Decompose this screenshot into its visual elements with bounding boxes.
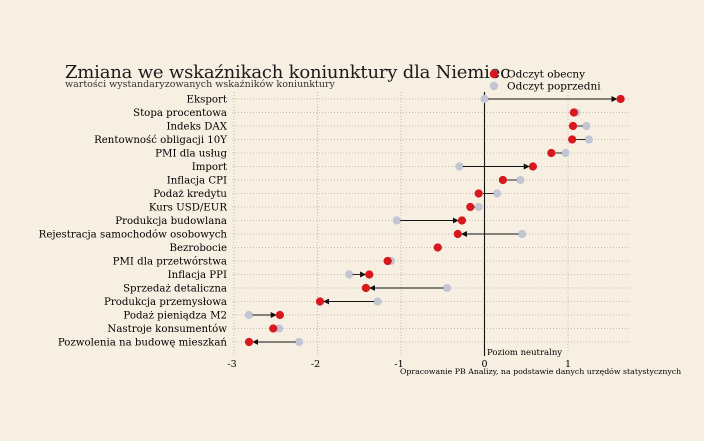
current-point [361, 283, 371, 293]
legend-current-label: Odczyt obecny [507, 69, 585, 81]
grid-lines [232, 92, 630, 356]
neutral-level-label: Poziom neutralny [487, 348, 562, 358]
previous-point [274, 324, 284, 333]
previous-point [455, 162, 464, 171]
previous-point [373, 297, 382, 306]
current-point [269, 324, 278, 333]
x-tick-label: 1 [565, 359, 571, 370]
current-point [275, 310, 285, 320]
previous-point [517, 229, 527, 239]
source-note: Opracowanie PB Analizy, na podstawie dan… [400, 367, 681, 376]
category-label: Inflacja CPI [167, 176, 227, 187]
category-label: Pozwolenia na budowę mieszkań [58, 337, 228, 349]
current-point [528, 162, 538, 171]
current-point [457, 216, 467, 225]
category-label: Produkcja budowlana [115, 216, 227, 227]
category-label: Produkcja przemysłowa [104, 297, 227, 308]
current-point [383, 256, 392, 266]
previous-point [584, 135, 593, 144]
category-label: PMI dla przetwórstwa [113, 256, 227, 268]
previous-point [295, 337, 304, 347]
previous-point [244, 310, 254, 320]
previous-point [345, 270, 354, 279]
category-label: Rejestracja samochodów osobowych [39, 229, 228, 241]
previous-point [516, 175, 525, 185]
x-tick-label: -2 [311, 359, 320, 370]
previous-point [474, 202, 483, 212]
chart-subtitle: wartości wystandaryzowanych wskaźników k… [65, 79, 335, 90]
x-tick-label: -3 [227, 359, 236, 370]
category-label: Eksport [187, 95, 228, 106]
category-label: Indeks DAX [166, 122, 227, 133]
category-label: Sprzedaż detaliczna [123, 284, 227, 295]
current-point [568, 121, 578, 131]
category-label: Inflacja PPI [168, 270, 227, 281]
previous-point [582, 121, 591, 131]
x-tick-label: 0 [481, 359, 487, 370]
current-point [244, 337, 254, 347]
current-point [498, 175, 507, 185]
category-label: Podaż kredytu [153, 189, 227, 200]
current-point [616, 94, 625, 104]
legend: Odczyt obecny Odczyt poprzedni [489, 69, 601, 93]
axis: -3 -2 -1 0 1 [227, 92, 571, 370]
chart-title: Zmiana we wskaźnikach koniunktury dla Ni… [65, 62, 510, 83]
current-point [365, 270, 374, 279]
current-point [453, 229, 462, 239]
category-label: Podaż pieniądza M2 [123, 311, 227, 322]
category-label: Stopa procentowa [133, 108, 227, 119]
current-point [568, 135, 577, 144]
category-label: Bezrobocie [169, 243, 227, 254]
current-point [474, 189, 483, 198]
category-labels: Eksport Stopa procentowa Indeks DAXRentown… [39, 95, 228, 349]
current-point [569, 108, 578, 117]
current-point [315, 297, 325, 306]
category-label: Import [192, 162, 228, 173]
category-label: Rentowność obligacji 10Y [94, 134, 227, 146]
data-marks [244, 94, 625, 347]
previous-point [492, 189, 502, 198]
previous-point [392, 216, 401, 225]
current-point [547, 148, 556, 158]
previous-point [480, 94, 489, 104]
category-label: Kurs USD/EUR [149, 203, 227, 214]
legend-current-marker [489, 69, 499, 79]
previous-point [561, 148, 570, 158]
current-point [466, 202, 475, 212]
category-label: PMI dla usług [155, 149, 227, 160]
previous-point [442, 283, 452, 293]
x-tick-label: -1 [394, 359, 403, 370]
legend-previous-label: Odczyt poprzedni [507, 81, 601, 93]
current-point [433, 243, 442, 252]
category-label: Nastroje konsumentów [107, 323, 227, 335]
legend-previous-marker [489, 81, 499, 91]
